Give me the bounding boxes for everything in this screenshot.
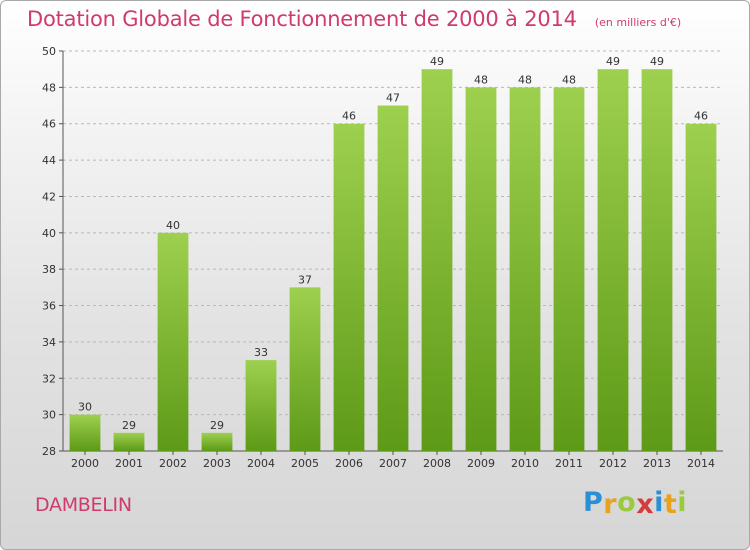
bar-2014 bbox=[685, 123, 717, 452]
data-label-2010: 48 bbox=[518, 73, 532, 86]
y-tick-label: 28 bbox=[42, 445, 56, 458]
data-label-2012: 49 bbox=[606, 55, 620, 68]
data-label-2001: 29 bbox=[122, 419, 136, 432]
x-tick-label-2009: 2009 bbox=[467, 457, 495, 470]
data-label-2013: 49 bbox=[650, 55, 664, 68]
logo-letter: r bbox=[603, 489, 618, 520]
data-label-2014: 46 bbox=[694, 110, 708, 123]
bar-2003 bbox=[201, 432, 233, 451]
bar-2008 bbox=[421, 69, 453, 451]
logo-letter: P bbox=[583, 487, 604, 518]
data-label-2008: 49 bbox=[430, 55, 444, 68]
bar-2010 bbox=[509, 87, 541, 451]
x-tick-label-2011: 2011 bbox=[555, 457, 583, 470]
x-tick-label-2005: 2005 bbox=[291, 457, 319, 470]
x-tick-label-2001: 2001 bbox=[115, 457, 143, 470]
y-tick-label: 38 bbox=[42, 263, 56, 276]
y-tick-label: 36 bbox=[42, 300, 56, 313]
bar-2000 bbox=[69, 414, 101, 451]
x-tick-label-2013: 2013 bbox=[643, 457, 671, 470]
y-tick-label: 34 bbox=[42, 336, 56, 349]
data-label-2004: 33 bbox=[254, 346, 268, 359]
bar-2002 bbox=[157, 232, 189, 451]
y-tick-label: 48 bbox=[42, 81, 56, 94]
logo-letter: o bbox=[617, 487, 637, 518]
data-label-2005: 37 bbox=[298, 273, 312, 286]
x-tick-label-2003: 2003 bbox=[203, 457, 231, 470]
x-tick-label-2012: 2012 bbox=[599, 457, 627, 470]
x-tick-label-2000: 2000 bbox=[71, 457, 99, 470]
proxiti-logo: Proxiti bbox=[583, 487, 688, 520]
y-tick-label: 46 bbox=[42, 118, 56, 131]
commune-name: DAMBELIN bbox=[35, 494, 132, 516]
x-tick-label-2008: 2008 bbox=[423, 457, 451, 470]
bar-2013 bbox=[641, 69, 673, 451]
chart-unit-note: (en milliers d'€) bbox=[594, 16, 682, 29]
data-label-2000: 30 bbox=[78, 401, 92, 414]
bar-2011 bbox=[553, 87, 585, 451]
bar-2001 bbox=[113, 432, 145, 451]
labels: 28 30 32 34 36 38 40 42 44 46 48 50 30 2000 29 2001 40 20… bbox=[42, 45, 715, 470]
logo-letter: i bbox=[654, 487, 664, 518]
x-tick-label-2010: 2010 bbox=[511, 457, 539, 470]
logo-letter: i bbox=[677, 487, 688, 518]
y-tick-label: 40 bbox=[42, 227, 56, 240]
x-tick-label-2004: 2004 bbox=[247, 457, 275, 470]
data-label-2009: 48 bbox=[474, 73, 488, 86]
y-tick-label: 44 bbox=[42, 154, 56, 167]
y-tick-label: 50 bbox=[42, 45, 56, 58]
bar-2012 bbox=[597, 69, 629, 451]
logo-letter: t bbox=[663, 489, 678, 520]
x-tick-label-2006: 2006 bbox=[335, 457, 363, 470]
y-tick-label: 32 bbox=[42, 372, 56, 385]
bars bbox=[69, 69, 717, 452]
bar-2004 bbox=[245, 360, 277, 451]
y-tick-label: 42 bbox=[42, 190, 56, 203]
data-label-2002: 40 bbox=[166, 219, 180, 232]
data-label-2006: 46 bbox=[342, 110, 356, 123]
bar-2009 bbox=[465, 87, 497, 451]
chart-title: Dotation Globale de Fonctionnement de 20… bbox=[27, 7, 577, 31]
x-tick-label-2007: 2007 bbox=[379, 457, 407, 470]
y-tick-label: 30 bbox=[42, 409, 56, 422]
data-label-2011: 48 bbox=[562, 73, 576, 86]
x-tick-label-2002: 2002 bbox=[159, 457, 187, 470]
bar-2005 bbox=[289, 287, 321, 451]
logo-letter: x bbox=[636, 489, 655, 520]
data-label-2003: 29 bbox=[210, 419, 224, 432]
bar-2006 bbox=[333, 123, 365, 452]
chart-title-row: Dotation Globale de Fonctionnement de 20… bbox=[27, 7, 681, 31]
x-tick-label-2014: 2014 bbox=[687, 457, 715, 470]
bar-2007 bbox=[377, 105, 409, 451]
data-label-2007: 47 bbox=[386, 92, 400, 105]
